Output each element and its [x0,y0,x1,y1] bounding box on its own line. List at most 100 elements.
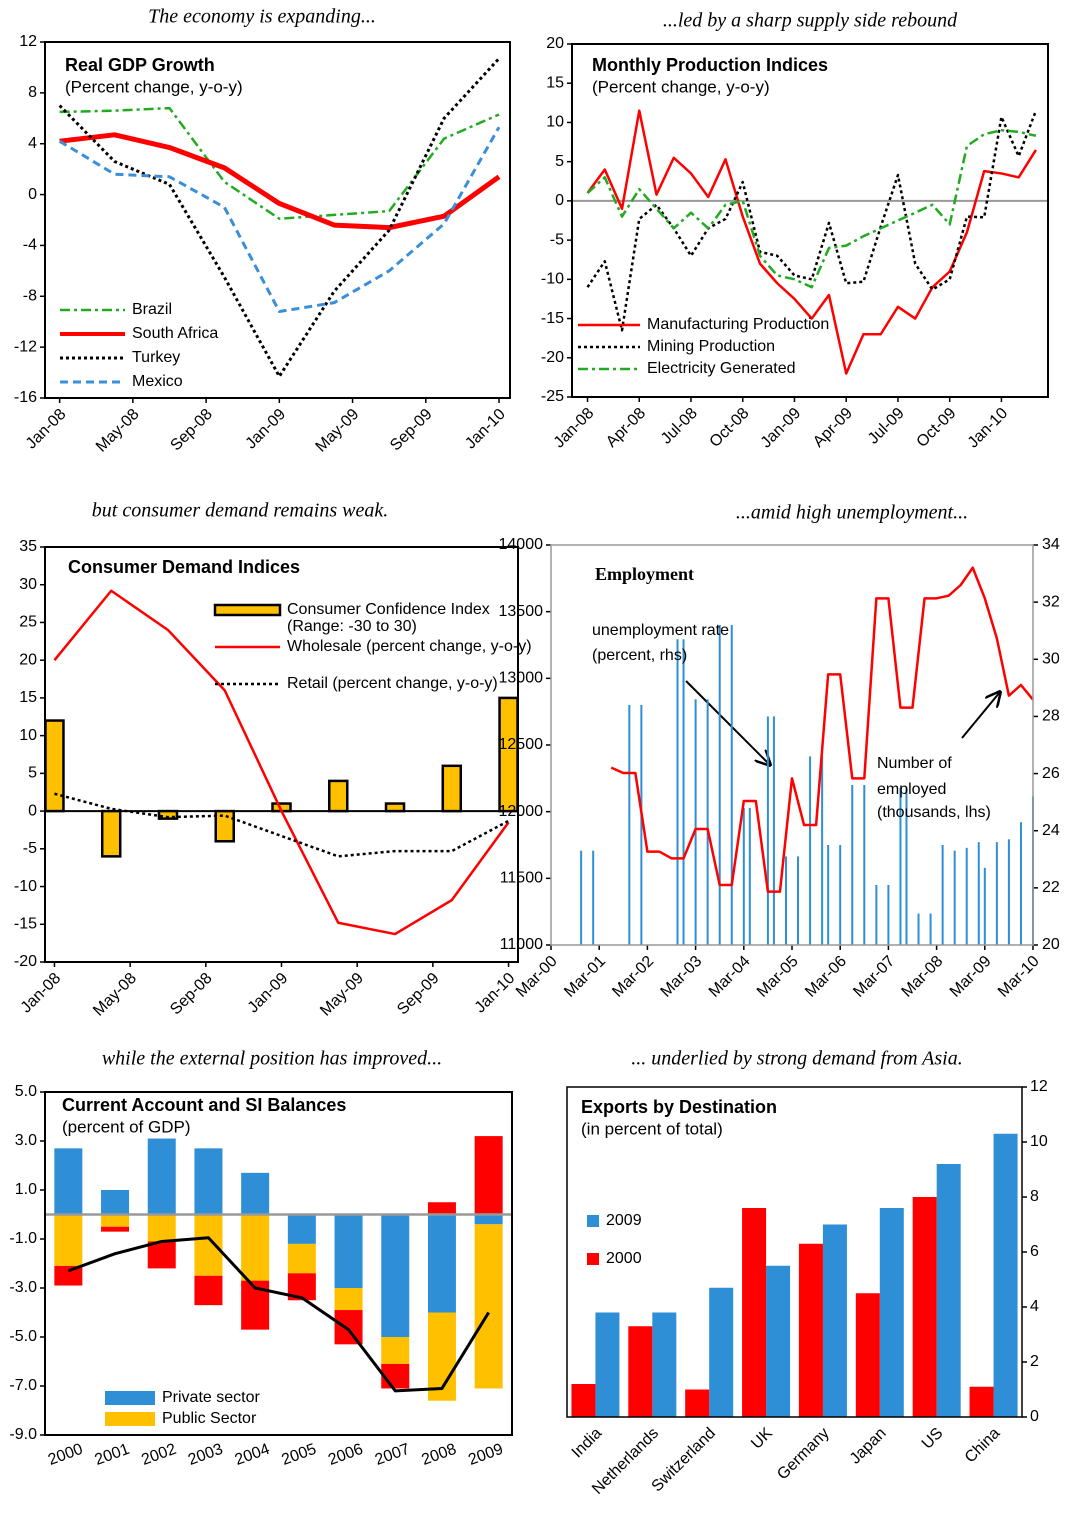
y2-tick-label: 28 [1042,708,1060,725]
chart-title: Employment [595,564,694,584]
bar [766,716,769,945]
y-tick-label: 12500 [499,736,544,753]
plot-frame [550,544,1034,946]
bar-segment [334,1288,363,1311]
bar-segment [54,1148,83,1215]
bar [1007,839,1010,945]
y-tick-label: 8 [28,84,37,101]
x-tick-label: 2005 [279,1441,318,1469]
bar [797,856,800,945]
y2-tick-label: 22 [1042,879,1060,896]
bar [742,1208,767,1417]
line [59,132,501,231]
bar [676,639,679,945]
caption: ... underlied by strong demand from Asia… [631,1048,962,1070]
bar-segment [147,1241,176,1269]
bar [851,785,854,945]
x-tick-label: Jan-10 [472,970,519,1017]
x-tick-label: Japan [847,1425,890,1468]
bar [157,809,179,820]
x-tick-label: Jan-10 [462,406,509,453]
x-tick-label: Jul-09 [865,405,908,448]
annotation: (thousands, lhs) [877,804,991,821]
bar [580,850,583,945]
x-tick-label: Jan-08 [551,405,598,452]
x-tick-label: Jan-09 [245,970,292,1017]
caption: while the external position has improved… [102,1048,442,1070]
x-tick-label: 2003 [186,1441,225,1469]
legend-label: Retail (percent change, y-o-y) [287,675,498,692]
legend-label: 2009 [606,1212,642,1229]
y-tick-label: 0 [28,186,37,203]
legend-label: South Africa [132,325,218,342]
x-tick-label: US [919,1425,947,1453]
y2-tick-label: 32 [1042,593,1060,610]
bar [953,850,956,945]
y2-tick-label: 34 [1042,536,1060,553]
bar-segment [194,1275,223,1306]
bar [941,845,944,945]
bar [748,807,751,945]
chart-title: Real GDP Growth [65,55,215,75]
y-tick-label: -10 [541,271,564,288]
x-tick-label: Sep-08 [167,970,216,1019]
chart-subtitle: (Percent change, y-o-y) [65,77,243,96]
legend-label: 2000 [606,1250,642,1267]
bar-segment [101,1190,130,1215]
plot-frame [571,43,1049,398]
y-tick-label: -20 [14,953,37,970]
y-tick-label: -9.0 [9,1426,37,1443]
x-tick-label: 2002 [139,1441,178,1469]
y-tick-label: 10 [19,727,37,744]
bar [694,699,697,945]
caption: The economy is expanding... [148,6,376,28]
y-tick-label: -16 [14,389,37,406]
y-tick-label: -12 [14,338,37,355]
x-tick-label: May-08 [90,970,140,1020]
bar [798,1243,823,1417]
x-tick-label: Mar-03 [658,953,706,1001]
y-tick-label: 15 [546,74,564,91]
legend-label: Public Sector [162,1410,257,1427]
x-tick-label: Mar-04 [706,953,754,1001]
y-tick-label: 6 [1030,1243,1039,1260]
legend-label: Wholesale (percent change, y-o-y) [287,638,532,655]
y-tick-label: 0 [1030,1408,1039,1425]
y2-tick-label: 26 [1042,765,1060,782]
line [58,126,501,314]
y-tick-label: -20 [541,349,564,366]
bar-segment [427,1202,456,1215]
x-tick-label: Mar-01 [561,953,609,1001]
legend-swatch [213,603,282,617]
bar [969,1386,994,1417]
bar [863,785,866,945]
x-tick-label: May-08 [93,406,143,456]
bar-segment [241,1172,270,1215]
x-tick-label: Jul-08 [658,405,701,448]
x-tick-label: Mar-02 [609,953,657,1001]
x-tick-label: Apr-08 [603,405,649,451]
bar-segment [334,1214,363,1288]
plot-frame [44,546,519,963]
x-tick-label: 2007 [373,1441,412,1469]
bar-segment [287,1214,316,1244]
bar [652,1312,677,1417]
y-tick-label: 13500 [499,603,544,620]
line [53,589,510,936]
y-tick-label: 10 [546,114,564,131]
line [586,129,1037,289]
bar [839,845,842,945]
bar-segment [194,1148,223,1215]
bar [628,1326,653,1417]
bar-segment [381,1337,410,1364]
x-tick-label: Apr-09 [810,405,856,451]
x-tick-label: Mar-10 [995,953,1043,1001]
y2-tick-label: 20 [1042,936,1060,953]
bar [384,802,406,813]
y-tick-label: 15 [19,689,37,706]
bar [214,809,235,843]
legend-swatch [105,1412,155,1426]
plot-frame [44,1091,513,1436]
